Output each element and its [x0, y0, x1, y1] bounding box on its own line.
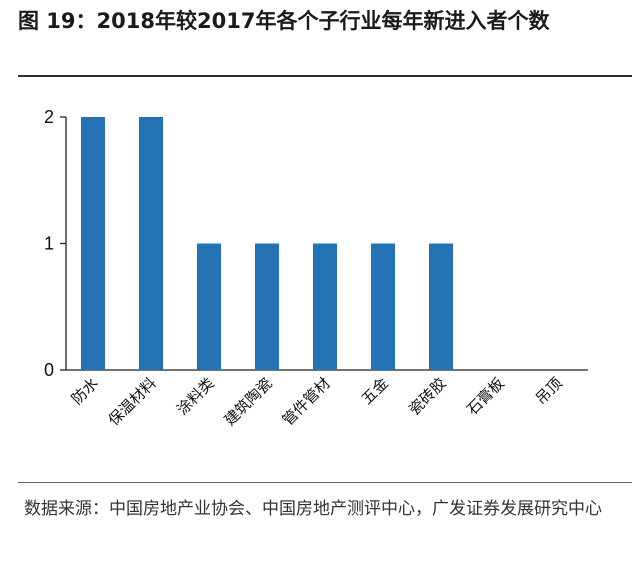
- y-tick-label: 1: [44, 234, 54, 254]
- figure-title: 2018年较2017年各个子行业每年新进入者个数: [96, 9, 550, 33]
- title-divider: [18, 75, 632, 77]
- y-tick-label: 2: [44, 107, 54, 127]
- figure-label: 图 19：: [18, 9, 97, 33]
- x-tick-label: 吊顶: [532, 374, 566, 408]
- bar-6: [371, 243, 395, 370]
- chart-title: 图 19：2018年较2017年各个子行业每年新进入者个数: [18, 2, 628, 41]
- x-tick-label: 五金: [358, 374, 392, 408]
- bar-7: [429, 243, 453, 370]
- bar-3: [197, 243, 221, 370]
- y-axis-ticks: 0 1 2: [44, 107, 66, 380]
- bar-4: [255, 243, 279, 370]
- x-tick-label: 涂料类: [173, 374, 218, 419]
- bar-chart: 0 1 2 防水 保温材料 涂料类 建筑陶瓷 管件管材 五金 瓷砖胶 石膏板 吊顶: [44, 107, 588, 429]
- x-tick-label: 保温材料: [105, 374, 160, 429]
- x-tick-label: 建筑陶瓷: [221, 374, 276, 429]
- bar-1: [81, 117, 105, 370]
- chart-bars: [81, 117, 453, 370]
- x-axis-labels: 防水 保温材料 涂料类 建筑陶瓷 管件管材 五金 瓷砖胶 石膏板 吊顶: [68, 374, 566, 429]
- x-tick-label: 管件管材: [279, 374, 334, 429]
- source-note: 数据来源：中国房地产业协会、中国房地产测评中心，广发证券发展研究中心: [24, 499, 602, 519]
- source-divider: [18, 482, 632, 483]
- bar-5: [313, 243, 337, 370]
- x-tick-label: 防水: [68, 374, 102, 408]
- bar-2: [139, 117, 163, 370]
- x-tick-label: 石膏板: [463, 374, 508, 419]
- y-tick-label: 0: [44, 360, 54, 380]
- x-tick-label: 瓷砖胶: [405, 374, 450, 419]
